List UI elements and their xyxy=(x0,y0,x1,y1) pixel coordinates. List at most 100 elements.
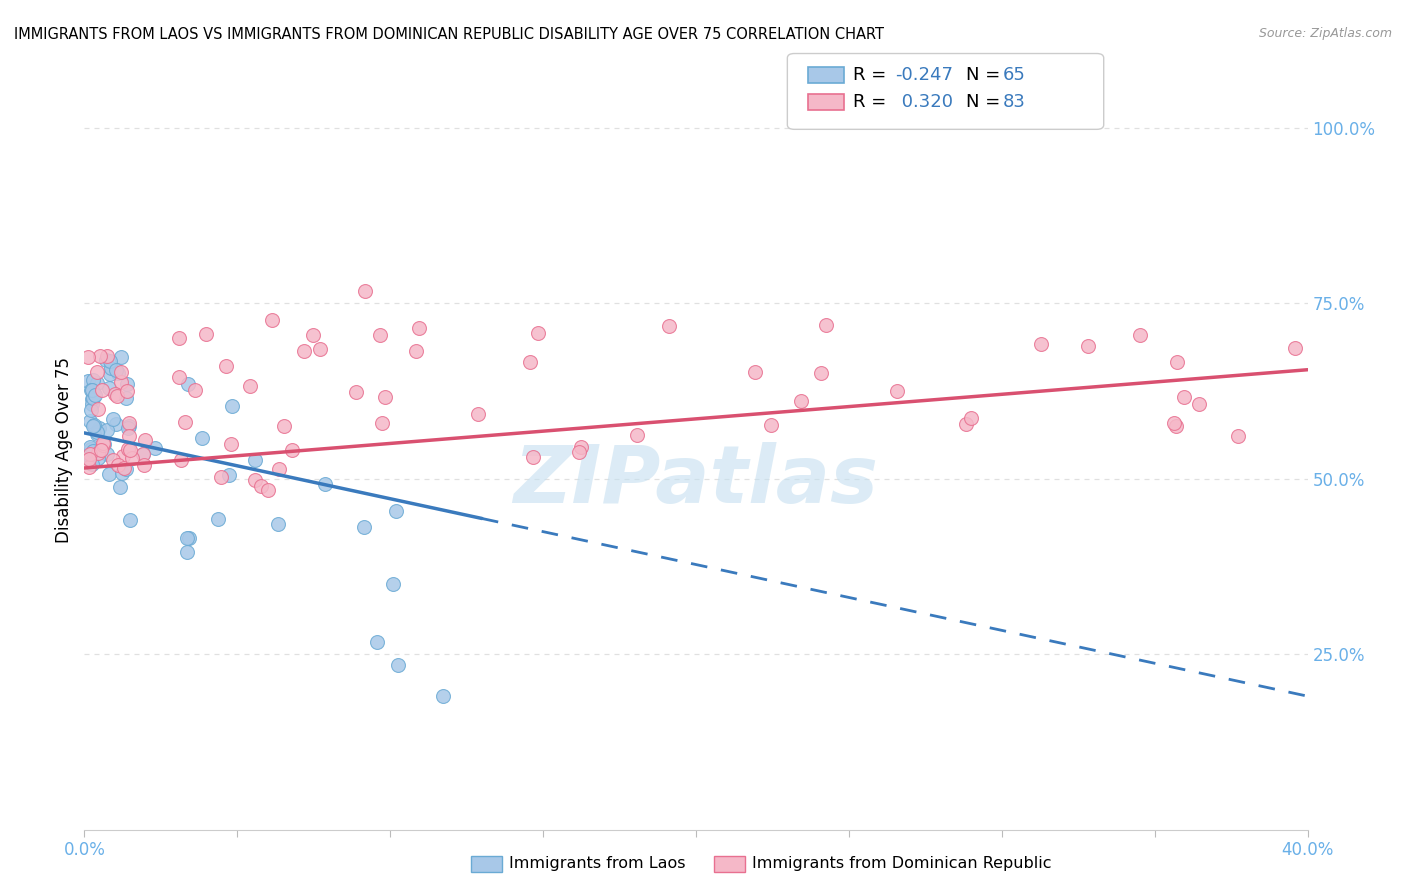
Point xyxy=(371,416,394,430)
Point xyxy=(103,453,125,467)
Point xyxy=(82,419,104,434)
Text: ZIPatlas: ZIPatlas xyxy=(513,442,879,520)
Point xyxy=(96,447,118,461)
Point xyxy=(96,352,118,367)
Point xyxy=(87,420,110,434)
Point xyxy=(354,284,377,298)
Point xyxy=(117,376,139,391)
Point xyxy=(1188,397,1211,411)
Point xyxy=(79,452,101,467)
Point xyxy=(169,369,191,384)
Point xyxy=(176,545,198,559)
Point xyxy=(408,321,430,335)
Point xyxy=(790,393,813,408)
Point xyxy=(118,428,141,442)
Point xyxy=(526,326,548,340)
Point xyxy=(118,419,141,434)
Point xyxy=(77,452,100,467)
Y-axis label: Disability Age Over 75: Disability Age Over 75 xyxy=(55,358,73,543)
Point xyxy=(1166,419,1188,434)
Point xyxy=(218,468,240,483)
Point xyxy=(80,397,103,411)
Point xyxy=(214,359,236,373)
Point xyxy=(86,446,108,460)
Point xyxy=(77,460,100,475)
Point xyxy=(626,428,648,442)
Point xyxy=(1129,327,1152,342)
Point xyxy=(79,447,101,461)
Point xyxy=(177,377,200,392)
Point xyxy=(353,520,375,534)
Point xyxy=(115,391,138,405)
Point xyxy=(110,376,132,390)
Text: R =: R = xyxy=(853,93,893,111)
Text: N =: N = xyxy=(966,66,1005,84)
Point xyxy=(90,443,112,458)
Point xyxy=(86,427,108,442)
Point xyxy=(112,461,135,475)
Point xyxy=(82,373,104,387)
Point xyxy=(121,451,143,466)
Point xyxy=(100,368,122,382)
Point xyxy=(143,441,166,455)
Text: 65: 65 xyxy=(1002,66,1025,84)
Point xyxy=(245,473,267,487)
Point xyxy=(1077,339,1099,353)
Point xyxy=(374,390,396,404)
Text: Immigrants from Laos: Immigrants from Laos xyxy=(509,856,686,871)
Point xyxy=(886,384,908,399)
Point xyxy=(91,384,114,398)
Point xyxy=(117,442,139,456)
Point xyxy=(292,343,315,358)
Point xyxy=(80,384,103,398)
Point xyxy=(117,421,139,435)
Point xyxy=(384,504,406,518)
Point xyxy=(110,350,132,364)
Point xyxy=(101,412,124,426)
Point xyxy=(221,399,243,413)
Point xyxy=(1166,355,1188,369)
Point xyxy=(314,477,336,491)
Point xyxy=(184,383,207,397)
Point xyxy=(86,376,108,391)
Point xyxy=(82,444,104,458)
Point xyxy=(267,462,290,476)
Point xyxy=(174,415,197,429)
Point xyxy=(97,381,120,395)
Text: Immigrants from Dominican Republic: Immigrants from Dominican Republic xyxy=(752,856,1052,871)
Point xyxy=(1284,341,1306,355)
Point xyxy=(96,423,118,437)
Text: Source: ZipAtlas.com: Source: ZipAtlas.com xyxy=(1258,27,1392,40)
Point xyxy=(344,385,367,400)
Point xyxy=(382,576,405,591)
Point xyxy=(221,437,243,451)
Point xyxy=(104,387,127,401)
Point xyxy=(955,417,977,432)
Point xyxy=(405,343,427,358)
Text: 83: 83 xyxy=(1002,93,1025,111)
Point xyxy=(111,450,134,464)
Point xyxy=(169,453,191,467)
Point xyxy=(110,365,132,379)
Point xyxy=(93,437,115,451)
Point xyxy=(134,433,156,447)
Point xyxy=(76,350,98,364)
Point xyxy=(105,362,128,376)
Point xyxy=(79,442,101,457)
Point xyxy=(107,458,129,472)
Point xyxy=(266,517,288,532)
Point xyxy=(132,458,155,472)
Point xyxy=(89,350,111,364)
Point xyxy=(89,443,111,458)
Point xyxy=(177,532,200,546)
Point xyxy=(97,467,120,482)
Point xyxy=(1173,390,1195,404)
Point xyxy=(83,418,105,433)
Point xyxy=(815,318,838,332)
Point xyxy=(519,355,541,369)
Point xyxy=(91,436,114,450)
Point xyxy=(80,402,103,417)
Point xyxy=(111,467,134,481)
Point xyxy=(132,447,155,461)
Point xyxy=(98,353,121,368)
